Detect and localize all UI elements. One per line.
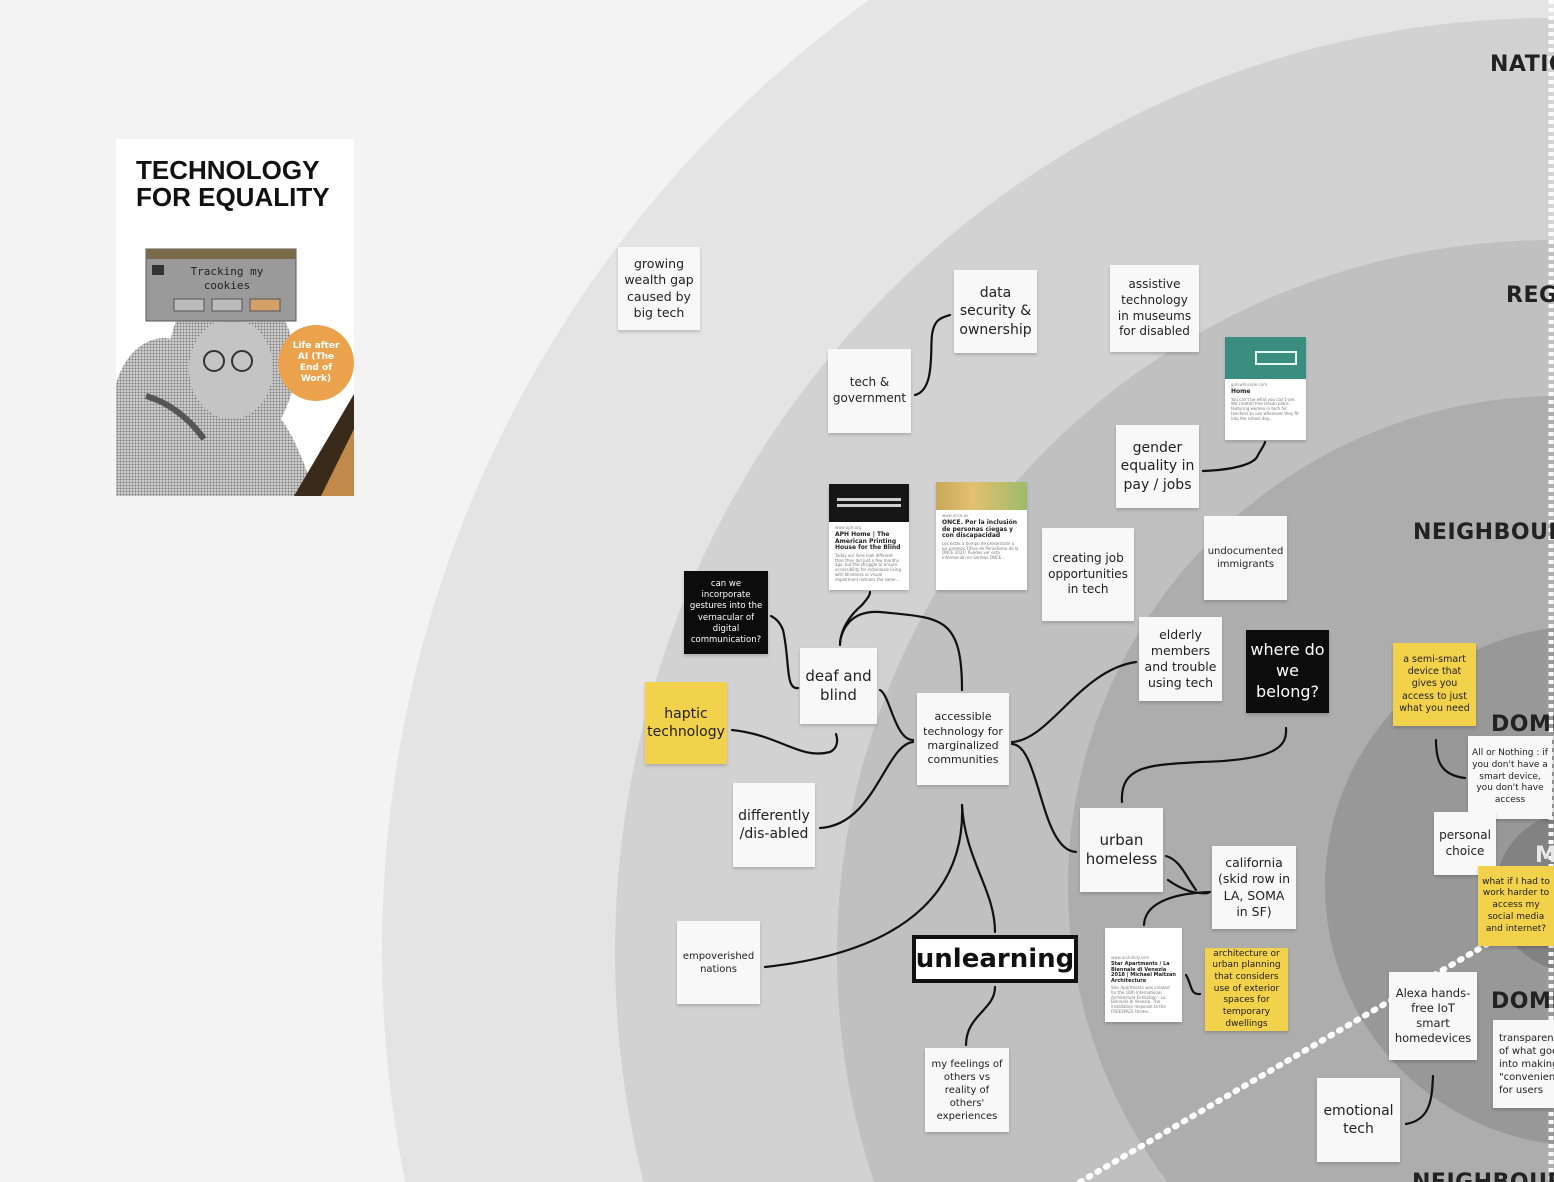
zone-label-national: NATIONAL (1490, 52, 1554, 77)
connector-unlearning-accessible-right (960, 803, 997, 934)
sticky-note-emotional-tech[interactable]: emotional tech (1317, 1078, 1400, 1162)
zone-label-neighbourhood: NEIGHBOURHOOD (1413, 520, 1554, 545)
connector-deaf-aph (838, 590, 872, 647)
connector-deaf-haptic (730, 728, 839, 755)
sticky-note-empoverished-nations[interactable]: empoverished nations (677, 921, 760, 1004)
link-card-domain: www.archdaily.com (1111, 955, 1150, 960)
sticky-note-gestures[interactable]: can we incorporate gestures into the ver… (684, 571, 768, 654)
link-card-domain: girlswhocode.com (1231, 382, 1268, 387)
cover-title: TECHNOLOGY FOR EQUALITY (136, 155, 330, 213)
sticky-note-architecture[interactable]: architecture or urban planning that cons… (1205, 948, 1288, 1031)
link-card-domain: www.once.es (942, 513, 969, 518)
connector-tech-government-data-security (913, 313, 952, 397)
sticky-note-wealth-gap[interactable]: growing wealth gap caused by big tech (618, 247, 700, 330)
zone-label-regional: REGIONAL (1506, 283, 1554, 308)
sticky-note-tech-government[interactable]: tech & government (828, 349, 911, 433)
zone-label-neighbourhood-2: NEIGHBOURHOOD (1412, 1170, 1554, 1182)
sticky-note-all-or-nothing[interactable]: All or Nothing : if you don't have a sma… (1468, 736, 1552, 819)
link-card-girls-who-code[interactable]: girlswhocode.com Home You can't be what … (1225, 337, 1306, 440)
zone-label-domestic-2: DOMESTIC (1491, 989, 1554, 1014)
link-card-title: Home (1231, 388, 1251, 395)
sticky-note-deaf-and-blind[interactable]: deaf and blind (800, 648, 877, 724)
connector-accessible-once (838, 610, 964, 692)
sticky-note-gender-equality[interactable]: gender equality in pay / jobs (1116, 425, 1199, 508)
sticky-note-creating-jobs[interactable]: creating job opportunities in tech (1042, 528, 1134, 621)
sticky-note-alexa[interactable]: Alexa hands-free IoT smart homedevices (1389, 972, 1477, 1060)
link-card-domain: www.aph.org (835, 525, 862, 530)
link-card-star-apartments[interactable]: www.archdaily.com Star Apartments / La B… (1105, 928, 1182, 1022)
sticky-note-elderly-members[interactable]: elderly members and trouble using tech (1139, 617, 1222, 701)
connector-deaf-gestures (769, 614, 800, 690)
link-card-thumbnail (1105, 928, 1182, 952)
sticky-note-data-security[interactable]: data security & ownership (954, 270, 1037, 353)
sticky-note-semi-smart-device[interactable]: a semi-smart device that gives you acces… (1393, 643, 1476, 726)
connector-urban-california (1164, 854, 1198, 892)
sticky-note-transparency[interactable]: transparency of what goes into making "c… (1493, 1020, 1554, 1108)
connector-california-bottom (1166, 878, 1210, 895)
cover-badge: Life after AI (The End of Work) (278, 325, 354, 401)
book-cover-image[interactable]: TECHNOLOGY FOR EQUALITY (116, 139, 354, 496)
sticky-note-work-harder[interactable]: what if I had to work harder to access m… (1478, 866, 1554, 946)
connector-urban-where (1120, 726, 1288, 804)
cover-window-text: Tracking my cookies (190, 265, 264, 293)
connector-accessible-elderly (1010, 660, 1138, 744)
link-card-title: APH Home | The American Printing House f… (835, 531, 901, 552)
connector-unlearning-accessible-left (763, 803, 964, 969)
sticky-note-personal-choice[interactable]: personal choice (1434, 812, 1496, 875)
cover-illustration (116, 248, 354, 496)
connector-accessible-differently (818, 740, 915, 830)
link-card-title: Star Apartments / La Biennale di Venezia… (1111, 961, 1176, 984)
link-card-thumbnail (936, 482, 1027, 510)
connector-accessible-urban (1010, 742, 1078, 854)
link-card-description: Les estás a tiempo de presentarte a los … (942, 540, 1019, 561)
sticky-note-assistive-technology[interactable]: assistive technology in museums for disa… (1110, 265, 1199, 352)
link-card-description: Star Apartments was created for the 16th… (1111, 985, 1170, 1014)
sticky-note-california[interactable]: california (skid row in LA, SOMA in SF) (1212, 846, 1296, 929)
sticky-note-urban-homeless[interactable]: urban homeless (1080, 808, 1163, 892)
link-card-thumbnail (829, 484, 909, 522)
connector-alexa-emotional (1404, 1074, 1435, 1126)
sticky-note-differently-abled[interactable]: differently /dis-abled (733, 783, 815, 867)
central-label-unlearning[interactable]: unlearning (912, 935, 1078, 983)
sticky-note-my-feelings[interactable]: my feelings of others vs reality of othe… (925, 1048, 1009, 1132)
zone-label-me: ME (1535, 843, 1554, 868)
link-card-thumbnail (1225, 337, 1306, 379)
sticky-note-undocumented-immigrants[interactable]: undocumented immigrants (1204, 516, 1287, 600)
sticky-note-accessible-technology[interactable]: accessible technology for marginalized c… (917, 693, 1009, 785)
link-card-once[interactable]: www.once.es ONCE. Por la inclusión de pe… (936, 482, 1027, 590)
link-card-title: ONCE. Por la inclusión de personas ciega… (942, 519, 1017, 540)
sticky-note-where-do-we-belong[interactable]: where do we belong? (1246, 630, 1329, 713)
connector-star-architecture (1184, 973, 1202, 996)
link-card-description: Today our lives look different than they… (835, 552, 901, 582)
connector-unlearning-feelings (964, 985, 997, 1047)
link-card-aph[interactable]: www.aph.org APH Home | The American Prin… (829, 484, 909, 590)
sticky-note-haptic-technology[interactable]: haptic technology (645, 682, 727, 764)
connector-semi-all (1434, 738, 1467, 780)
zone-label-domestic: DOMESTIC (1491, 712, 1554, 737)
link-card-description: You can't be what you can't see. We crea… (1231, 396, 1299, 421)
connector-accessible-deaf-blind (878, 688, 915, 742)
connector-gender-girls (1201, 440, 1267, 473)
